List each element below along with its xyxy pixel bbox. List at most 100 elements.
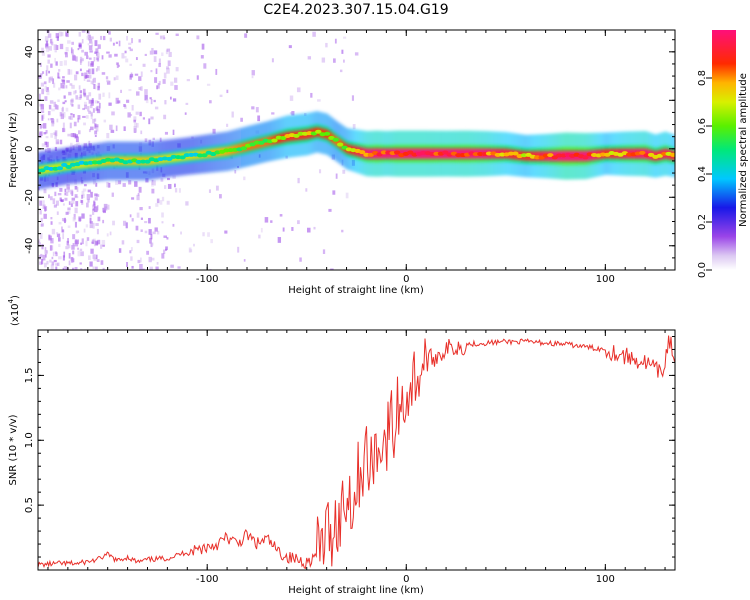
- noise-speck: [90, 80, 94, 85]
- noise-speck: [108, 31, 111, 35]
- noise-speck: [150, 234, 153, 240]
- noise-speck: [90, 126, 94, 131]
- noise-speck: [333, 58, 336, 63]
- colorbar-tick-label: 0.4: [697, 166, 708, 182]
- noise-speck: [158, 80, 161, 86]
- noise-speck: [86, 70, 90, 73]
- noise-speck: [122, 220, 127, 226]
- noise-speck: [160, 35, 163, 40]
- noise-speck: [102, 244, 105, 247]
- noise-speck: [86, 202, 89, 208]
- noise-speck: [130, 256, 133, 261]
- snr-multiplier-close: ): [10, 295, 21, 299]
- noise-speck: [142, 268, 145, 270]
- noise-speck: [60, 32, 64, 37]
- spectrogram-x-axis-label: Height of straight line (km): [288, 285, 424, 296]
- noise-speck: [158, 63, 161, 68]
- noise-speck: [70, 133, 75, 138]
- noise-speck: [180, 231, 182, 235]
- noise-speck: [45, 70, 48, 76]
- noise-speck: [101, 72, 106, 75]
- noise-speck: [94, 51, 97, 54]
- noise-speck: [144, 138, 148, 143]
- noise-speck: [91, 41, 93, 47]
- noise-speck: [157, 198, 160, 204]
- noise-speck: [137, 259, 141, 264]
- x-tick-label: 100: [596, 574, 615, 585]
- noise-speck: [50, 38, 53, 44]
- noise-speck: [86, 194, 91, 200]
- noise-speck: [74, 221, 78, 228]
- noise-speck: [70, 101, 73, 106]
- noise-speck: [65, 85, 68, 89]
- noise-speck: [166, 237, 169, 240]
- noise-speck: [61, 218, 65, 222]
- noise-speck: [45, 130, 48, 134]
- noise-speck: [129, 214, 132, 218]
- noise-speck: [97, 82, 101, 89]
- noise-speck: [53, 101, 56, 108]
- noise-speck: [106, 233, 109, 237]
- noise-speck: [133, 119, 136, 123]
- noise-speck: [156, 261, 159, 265]
- noise-speck: [128, 42, 132, 45]
- noise-speck: [78, 31, 81, 37]
- noise-speck: [54, 104, 58, 110]
- noise-speck: [74, 240, 79, 247]
- noise-speck: [46, 65, 49, 71]
- noise-speck: [107, 182, 111, 188]
- noise-speck: [92, 266, 95, 270]
- noise-speck: [271, 58, 274, 63]
- noise-speck: [97, 239, 101, 245]
- noise-speck: [88, 128, 91, 133]
- noise-speck: [114, 53, 118, 57]
- noise-speck: [79, 90, 83, 94]
- noise-speck: [40, 73, 43, 76]
- noise-speck: [321, 57, 326, 63]
- noise-speck: [67, 40, 71, 44]
- spectrogram-ridge-core: [38, 129, 675, 173]
- noise-speck: [58, 87, 61, 91]
- noise-speck: [231, 111, 234, 118]
- noise-speck: [148, 229, 152, 235]
- noise-speck: [51, 108, 55, 112]
- noise-speck: [354, 52, 359, 56]
- noise-speck: [166, 66, 170, 70]
- noise-speck: [212, 128, 216, 134]
- noise-speck: [91, 68, 95, 75]
- noise-speck: [351, 95, 355, 101]
- noise-speck: [67, 68, 71, 75]
- noise-speck: [86, 75, 90, 79]
- noise-speck: [56, 36, 59, 41]
- noise-speck: [131, 197, 135, 200]
- noise-speck: [39, 125, 42, 130]
- noise-speck: [89, 221, 94, 225]
- noise-speck: [65, 52, 68, 58]
- noise-speck: [138, 76, 142, 81]
- noise-speck: [74, 134, 79, 138]
- noise-speck: [162, 35, 165, 40]
- noise-speck: [81, 72, 84, 77]
- snr-multiplier-label: (x104): [7, 295, 21, 326]
- noise-speck: [313, 226, 316, 230]
- noise-speck: [125, 58, 129, 63]
- noise-speck: [125, 222, 128, 229]
- noise-speck: [138, 186, 142, 193]
- noise-speck: [50, 63, 53, 68]
- noise-speck: [164, 131, 169, 135]
- noise-speck: [121, 240, 125, 245]
- noise-speck: [150, 69, 153, 73]
- noise-speck: [289, 95, 294, 101]
- noise-speck: [63, 128, 66, 132]
- noise-speck: [85, 240, 88, 247]
- noise-speck: [81, 194, 84, 199]
- noise-speck: [134, 181, 138, 187]
- x-tick-label: 0: [403, 274, 409, 285]
- noise-speck: [136, 239, 140, 244]
- noise-speck: [291, 227, 294, 231]
- noise-speck: [150, 99, 153, 105]
- noise-speck: [170, 81, 174, 86]
- noise-speck: [65, 211, 69, 215]
- noise-speck: [88, 110, 92, 114]
- noise-speck: [93, 201, 96, 206]
